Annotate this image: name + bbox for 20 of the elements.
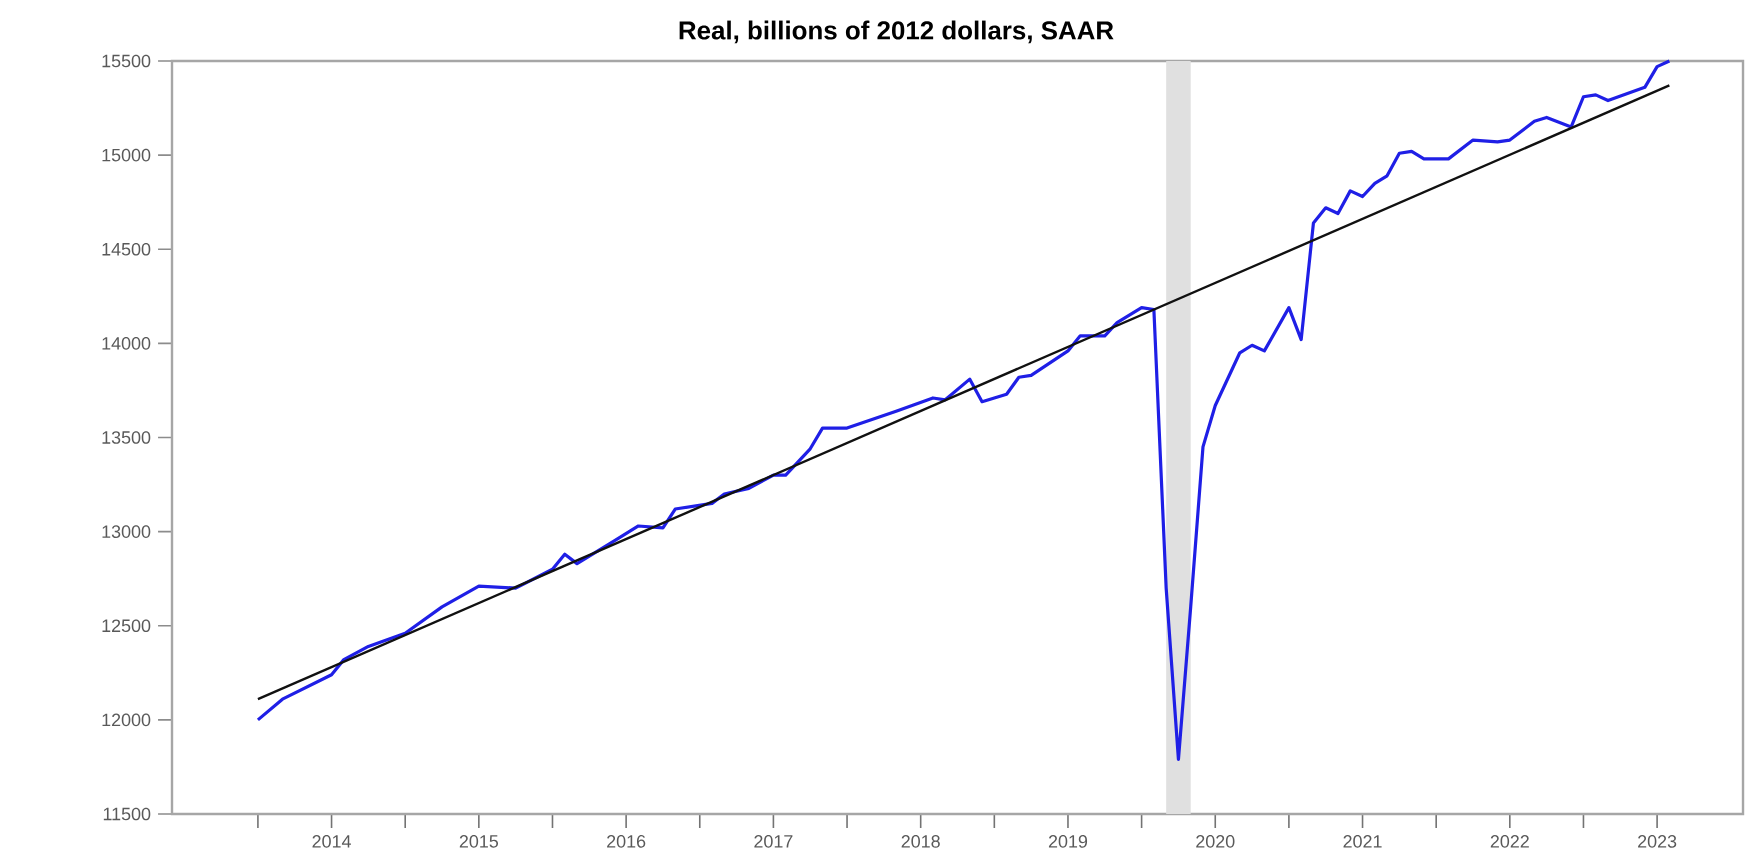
y-tick-label: 13000 [102,525,151,538]
chart-title: Real, billions of 2012 dollars, SAAR [679,20,1114,44]
x-tick-label: 2018 [901,835,940,848]
x-tick-label: 2014 [312,835,351,848]
y-tick-label: 12000 [102,713,151,727]
x-tick-label: 2016 [607,835,646,848]
x-tick-label: 2022 [1490,835,1529,848]
x-tick-label: 2017 [754,835,793,848]
y-tick-label: 15000 [102,148,151,162]
x-tick-label: 2023 [1638,835,1677,848]
y-tick-label: 11500 [103,807,151,821]
x-tick-label: 2021 [1343,835,1382,848]
y-tick-label: 13500 [102,431,151,444]
y-tick-label: 14500 [102,242,151,256]
x-tick-label: 2020 [1196,835,1235,848]
x-tick-label: 2015 [459,835,499,848]
x-tick-label: 2019 [1048,835,1088,848]
y-tick-label: 12500 [102,619,151,633]
y-tick-label: 14000 [102,337,151,350]
y-tick-label: 15500 [102,54,151,68]
